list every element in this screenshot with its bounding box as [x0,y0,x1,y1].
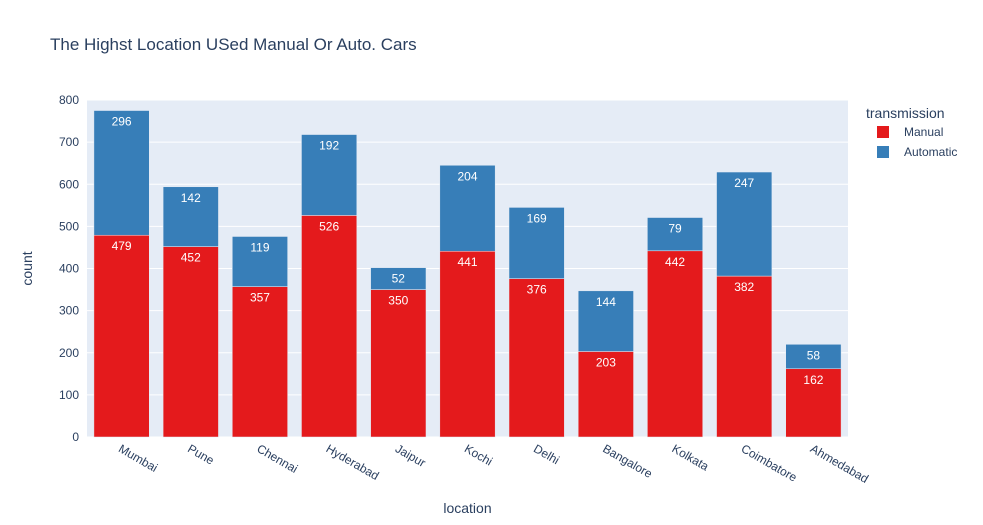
bar-value-label: 452 [181,251,201,265]
bar-manual[interactable] [232,286,288,438]
bar-value-label: 479 [112,239,132,253]
legend: transmission Manual Automatic [866,105,957,159]
y-tick-label: 700 [59,135,79,149]
bar-value-label: 357 [250,291,270,305]
y-axis-title: count [19,251,35,285]
y-axis-ticks: 0 100 200 300 400 500 600 700 800 [59,93,79,444]
bars: 479 296 452 142 357 119 526 192 350 52 441 204 376 16… [93,110,842,438]
bar-automatic[interactable] [785,344,842,370]
bar-automatic[interactable] [162,186,219,247]
bar-value-label: 441 [457,255,477,269]
bar-manual[interactable] [647,250,703,438]
bar-value-label: 526 [319,219,339,233]
bar-automatic[interactable] [301,134,358,216]
x-tick-label: Bangalore [600,441,655,481]
legend-label[interactable]: Automatic [904,145,957,159]
bar-manual[interactable] [785,368,842,438]
bar-automatic[interactable] [508,207,565,279]
bar-value-label: 142 [181,191,201,205]
bar-manual[interactable] [508,278,565,438]
legend-title: transmission [866,105,945,121]
bar-value-label: 162 [803,373,823,387]
bar-value-label: 169 [527,211,547,225]
bar-automatic[interactable] [232,236,288,287]
y-tick-label: 100 [59,388,79,402]
bar-automatic[interactable] [93,110,150,236]
x-tick-label: Mumbai [116,441,160,474]
bar-manual[interactable] [577,351,634,438]
bar-value-label: 52 [392,272,406,286]
bar-value-label: 119 [250,240,269,254]
bar-automatic[interactable] [647,217,703,252]
x-tick-label: Pune [185,441,217,467]
x-axis-ticks: Mumbai Pune Chennai Hyderabad Jaipur Kochi Del… [116,441,871,485]
bar-value-label: 58 [807,348,821,362]
bar-manual[interactable] [370,289,427,438]
y-tick-label: 600 [59,177,79,191]
y-tick-label: 500 [59,219,79,233]
legend-label[interactable]: Manual [904,125,943,139]
bar-automatic[interactable] [577,290,634,352]
legend-swatch-automatic[interactable] [877,146,889,158]
chart-title: The Highst Location USed Manual Or Auto.… [50,35,417,54]
bar-manual[interactable] [162,246,219,438]
bar-automatic[interactable] [370,267,427,290]
y-tick-label: 800 [59,93,79,107]
bar-value-label: 376 [527,283,547,297]
x-tick-label: Jaipur [393,441,428,469]
x-tick-label: Ahmedabad [808,441,871,485]
x-axis-title: location [443,500,491,516]
bar-manual[interactable] [301,215,358,438]
bar-manual[interactable] [93,234,150,438]
bar-value-label: 296 [112,115,132,129]
x-tick-label: Coimbatore [739,441,800,484]
bar-value-label: 144 [596,295,616,309]
bar-automatic[interactable] [716,171,773,277]
y-tick-label: 300 [59,304,79,318]
bar-value-label: 442 [665,255,685,269]
bar-automatic[interactable] [439,165,496,252]
x-tick-label: Kolkata [670,441,712,473]
bar-manual[interactable] [716,275,773,438]
bar-value-label: 382 [734,280,754,294]
y-tick-label: 0 [72,430,79,444]
x-tick-label: Delhi [531,441,562,467]
legend-swatch-manual[interactable] [877,126,889,138]
bar-value-label: 203 [596,355,616,369]
y-tick-label: 200 [59,346,79,360]
x-tick-label: Chennai [254,441,300,475]
bar-value-label: 79 [668,222,682,236]
x-tick-label: Kochi [462,441,495,468]
x-tick-label: Hyderabad [324,441,382,482]
bar-manual[interactable] [439,250,496,438]
bar-value-label: 192 [319,139,339,153]
bar-value-label: 247 [734,176,754,190]
y-tick-label: 400 [59,262,79,276]
bar-value-label: 350 [388,294,408,308]
bar-value-label: 204 [457,169,477,183]
